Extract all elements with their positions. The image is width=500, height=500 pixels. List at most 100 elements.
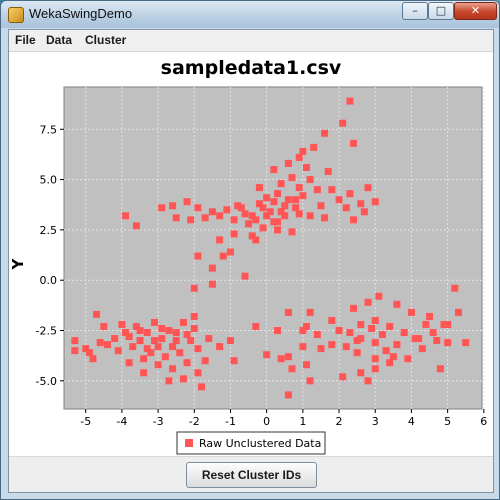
minimize-button[interactable]: – xyxy=(402,2,428,20)
data-point xyxy=(284,159,292,167)
data-point xyxy=(284,353,292,361)
data-point xyxy=(364,377,372,385)
data-point xyxy=(302,322,310,330)
title-bar[interactable]: WekaSwingDemo – □ ✕ xyxy=(1,1,499,28)
data-point xyxy=(219,252,227,260)
data-point xyxy=(169,202,177,210)
data-point xyxy=(201,214,209,222)
legend: Raw Unclustered Data xyxy=(176,431,326,455)
data-point xyxy=(216,212,224,220)
data-point xyxy=(190,325,198,332)
data-point xyxy=(371,339,379,347)
data-point xyxy=(172,329,180,337)
data-point xyxy=(371,355,379,363)
data-point xyxy=(140,369,148,377)
data-point xyxy=(382,347,390,355)
data-point xyxy=(230,230,238,238)
x-tick-label: 2 xyxy=(336,415,343,428)
data-point xyxy=(295,153,303,161)
plot-area xyxy=(63,86,483,410)
reset-cluster-ids-button[interactable]: Reset Cluster IDs xyxy=(186,462,317,488)
data-point xyxy=(263,194,271,202)
data-point xyxy=(208,264,216,272)
data-point xyxy=(270,166,278,174)
data-point xyxy=(122,212,130,220)
data-point xyxy=(429,329,437,337)
menu-bar: File Data Cluster xyxy=(9,30,493,52)
data-point xyxy=(169,343,177,351)
data-point xyxy=(306,308,314,316)
window-title: WekaSwingDemo xyxy=(29,6,133,21)
data-point xyxy=(136,337,144,345)
data-point xyxy=(335,327,343,335)
data-point xyxy=(150,337,158,345)
x-tick-label: -3 xyxy=(153,415,164,428)
data-point xyxy=(132,222,140,230)
data-point xyxy=(292,204,300,212)
data-point xyxy=(241,272,249,280)
data-point xyxy=(393,341,401,349)
close-button[interactable]: ✕ xyxy=(454,2,497,20)
data-point xyxy=(263,351,271,359)
menu-data[interactable]: Data xyxy=(46,33,73,47)
legend-swatch xyxy=(185,439,193,447)
data-point xyxy=(339,119,347,127)
data-point xyxy=(295,210,303,218)
data-point xyxy=(274,226,282,234)
data-point xyxy=(299,343,307,351)
data-point xyxy=(82,345,90,353)
data-point xyxy=(299,147,307,155)
data-point xyxy=(306,176,314,184)
data-point xyxy=(357,369,365,377)
data-point xyxy=(179,318,187,326)
data-point xyxy=(274,190,282,198)
data-point xyxy=(310,143,318,151)
data-point xyxy=(360,208,368,216)
data-point xyxy=(400,329,408,337)
data-point xyxy=(187,216,195,224)
menu-file[interactable]: File xyxy=(15,33,36,47)
data-point xyxy=(350,216,358,224)
data-point xyxy=(125,359,133,367)
data-point xyxy=(321,129,329,137)
y-tick-label: 2.5 xyxy=(40,224,58,237)
data-point xyxy=(194,345,202,353)
data-point xyxy=(230,357,238,365)
data-point xyxy=(172,214,180,222)
data-point xyxy=(328,186,336,194)
x-tick-label: -1 xyxy=(225,415,236,428)
data-point xyxy=(230,216,238,224)
data-point xyxy=(407,308,415,316)
data-point xyxy=(187,337,195,345)
y-tick-label: 0.0 xyxy=(40,274,58,287)
data-point xyxy=(422,320,430,328)
menu-cluster[interactable]: Cluster xyxy=(85,33,127,47)
data-point xyxy=(129,343,137,351)
data-point xyxy=(371,198,379,206)
y-tick-label: -2.5 xyxy=(36,325,57,338)
data-point xyxy=(302,361,310,369)
data-point xyxy=(136,327,144,335)
data-point xyxy=(335,196,343,204)
maximize-button[interactable]: □ xyxy=(428,2,454,20)
data-point xyxy=(284,391,292,399)
data-point xyxy=(263,212,271,220)
data-point xyxy=(444,320,452,328)
chart-title: sampledata1.csv xyxy=(161,57,342,79)
data-point xyxy=(339,373,347,381)
data-point xyxy=(183,331,191,339)
data-point xyxy=(85,349,93,357)
data-point xyxy=(179,375,187,383)
data-point xyxy=(306,377,314,385)
data-point xyxy=(378,331,386,339)
data-point xyxy=(436,365,444,373)
data-point xyxy=(274,218,282,226)
data-point xyxy=(176,349,184,357)
data-point xyxy=(122,329,130,337)
data-point xyxy=(346,190,354,198)
x-tick-label: 3 xyxy=(372,415,379,428)
data-point xyxy=(190,312,198,320)
data-point xyxy=(96,339,104,347)
y-tick-label: -5.0 xyxy=(36,375,57,388)
data-points xyxy=(71,97,470,399)
